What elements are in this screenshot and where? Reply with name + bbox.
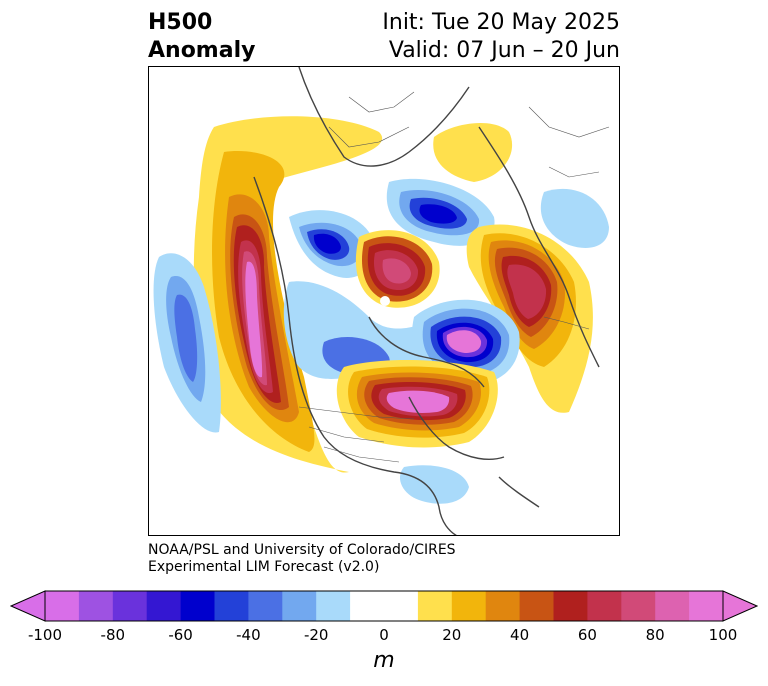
colorbar [10, 590, 758, 622]
anomaly-negative-east [540, 188, 609, 248]
anomaly-map [148, 66, 620, 536]
colorbar-underflow-arrow [10, 590, 46, 622]
anomaly-trough-north-central [289, 210, 375, 278]
colorbar-cell [45, 591, 80, 621]
valid-period: Valid: 07 Jun – 20 Jun [388, 38, 620, 63]
colorbar-cell [553, 591, 588, 621]
colorbar-unit: m [373, 648, 395, 673]
colorbar-tick-labels: -100 -80 -60 -40 -20 0 20 40 60 80 100 [0, 626, 768, 646]
colorbar-cell [78, 591, 114, 621]
colorbar-tick-label: 20 [442, 626, 462, 644]
credit-line-2: Experimental LIM Forecast (v2.0) [148, 559, 380, 575]
anomaly-ridge-west [193, 116, 383, 473]
colorbar-tick-label: -100 [27, 626, 63, 644]
colorbar-tick-label: 100 [708, 626, 738, 644]
forecast-dates: Init: Tue 20 May 2025 Valid: 07 Jun – 20… [382, 9, 620, 65]
anomaly-ridge-east [466, 224, 593, 413]
colorbar-tick-label: -60 [168, 626, 193, 644]
colorbar-tick-label: -20 [303, 626, 329, 644]
colorbar-tick-label: 40 [510, 626, 530, 644]
colorbar-cell [485, 591, 521, 621]
colorbar-cell [248, 591, 283, 621]
colorbar-overflow-arrow [722, 590, 758, 622]
colorbar-cell [180, 591, 215, 621]
colorbar-cell [519, 591, 554, 621]
colorbar-cell [587, 591, 622, 621]
colorbar-cell [316, 591, 351, 621]
colorbar-cell [214, 591, 249, 621]
colorbar-outline [44, 590, 724, 622]
title-line-1: H500 [148, 10, 213, 35]
colorbar-tick-label: 0 [379, 626, 389, 644]
anomaly-positive-north [433, 122, 513, 182]
colorbar-cell [146, 591, 182, 621]
anomaly-negative-south [399, 465, 469, 504]
anomaly-null-point [380, 296, 390, 306]
map-title: H500 Anomaly [148, 9, 255, 65]
colorbar-cell [350, 591, 385, 621]
political-borders [298, 91, 610, 463]
colorbar-tick-label: -80 [100, 626, 126, 644]
anomaly-trough-arctic [386, 178, 495, 246]
credit-line-1: NOAA/PSL and University of Colorado/CIRE… [148, 542, 456, 558]
colorbar-cell [451, 591, 487, 621]
colorbar-tick-label: 80 [645, 626, 665, 644]
colorbar-cell [417, 591, 453, 621]
title-line-2: Anomaly [148, 38, 256, 63]
colorbar-cells [45, 591, 724, 621]
colorbar-tick-label: -40 [236, 626, 261, 644]
data-credit: NOAA/PSL and University of Colorado/CIRE… [148, 542, 456, 576]
init-date: Init: Tue 20 May 2025 [382, 10, 620, 35]
anomaly-map-canvas [153, 67, 610, 535]
anomaly-ridge-central [355, 230, 440, 308]
colorbar-cell [384, 591, 419, 621]
colorbar-cell [655, 591, 690, 621]
anomaly-trough-pacific [153, 253, 221, 433]
colorbar-cell [621, 591, 656, 621]
colorbar-cell [689, 591, 724, 621]
coastlines [253, 67, 600, 535]
colorbar-cell [112, 591, 148, 621]
colorbar-tick-label: 60 [577, 626, 597, 644]
colorbar-cell [282, 591, 317, 621]
anomaly-ridge-eastern-us [336, 360, 498, 448]
